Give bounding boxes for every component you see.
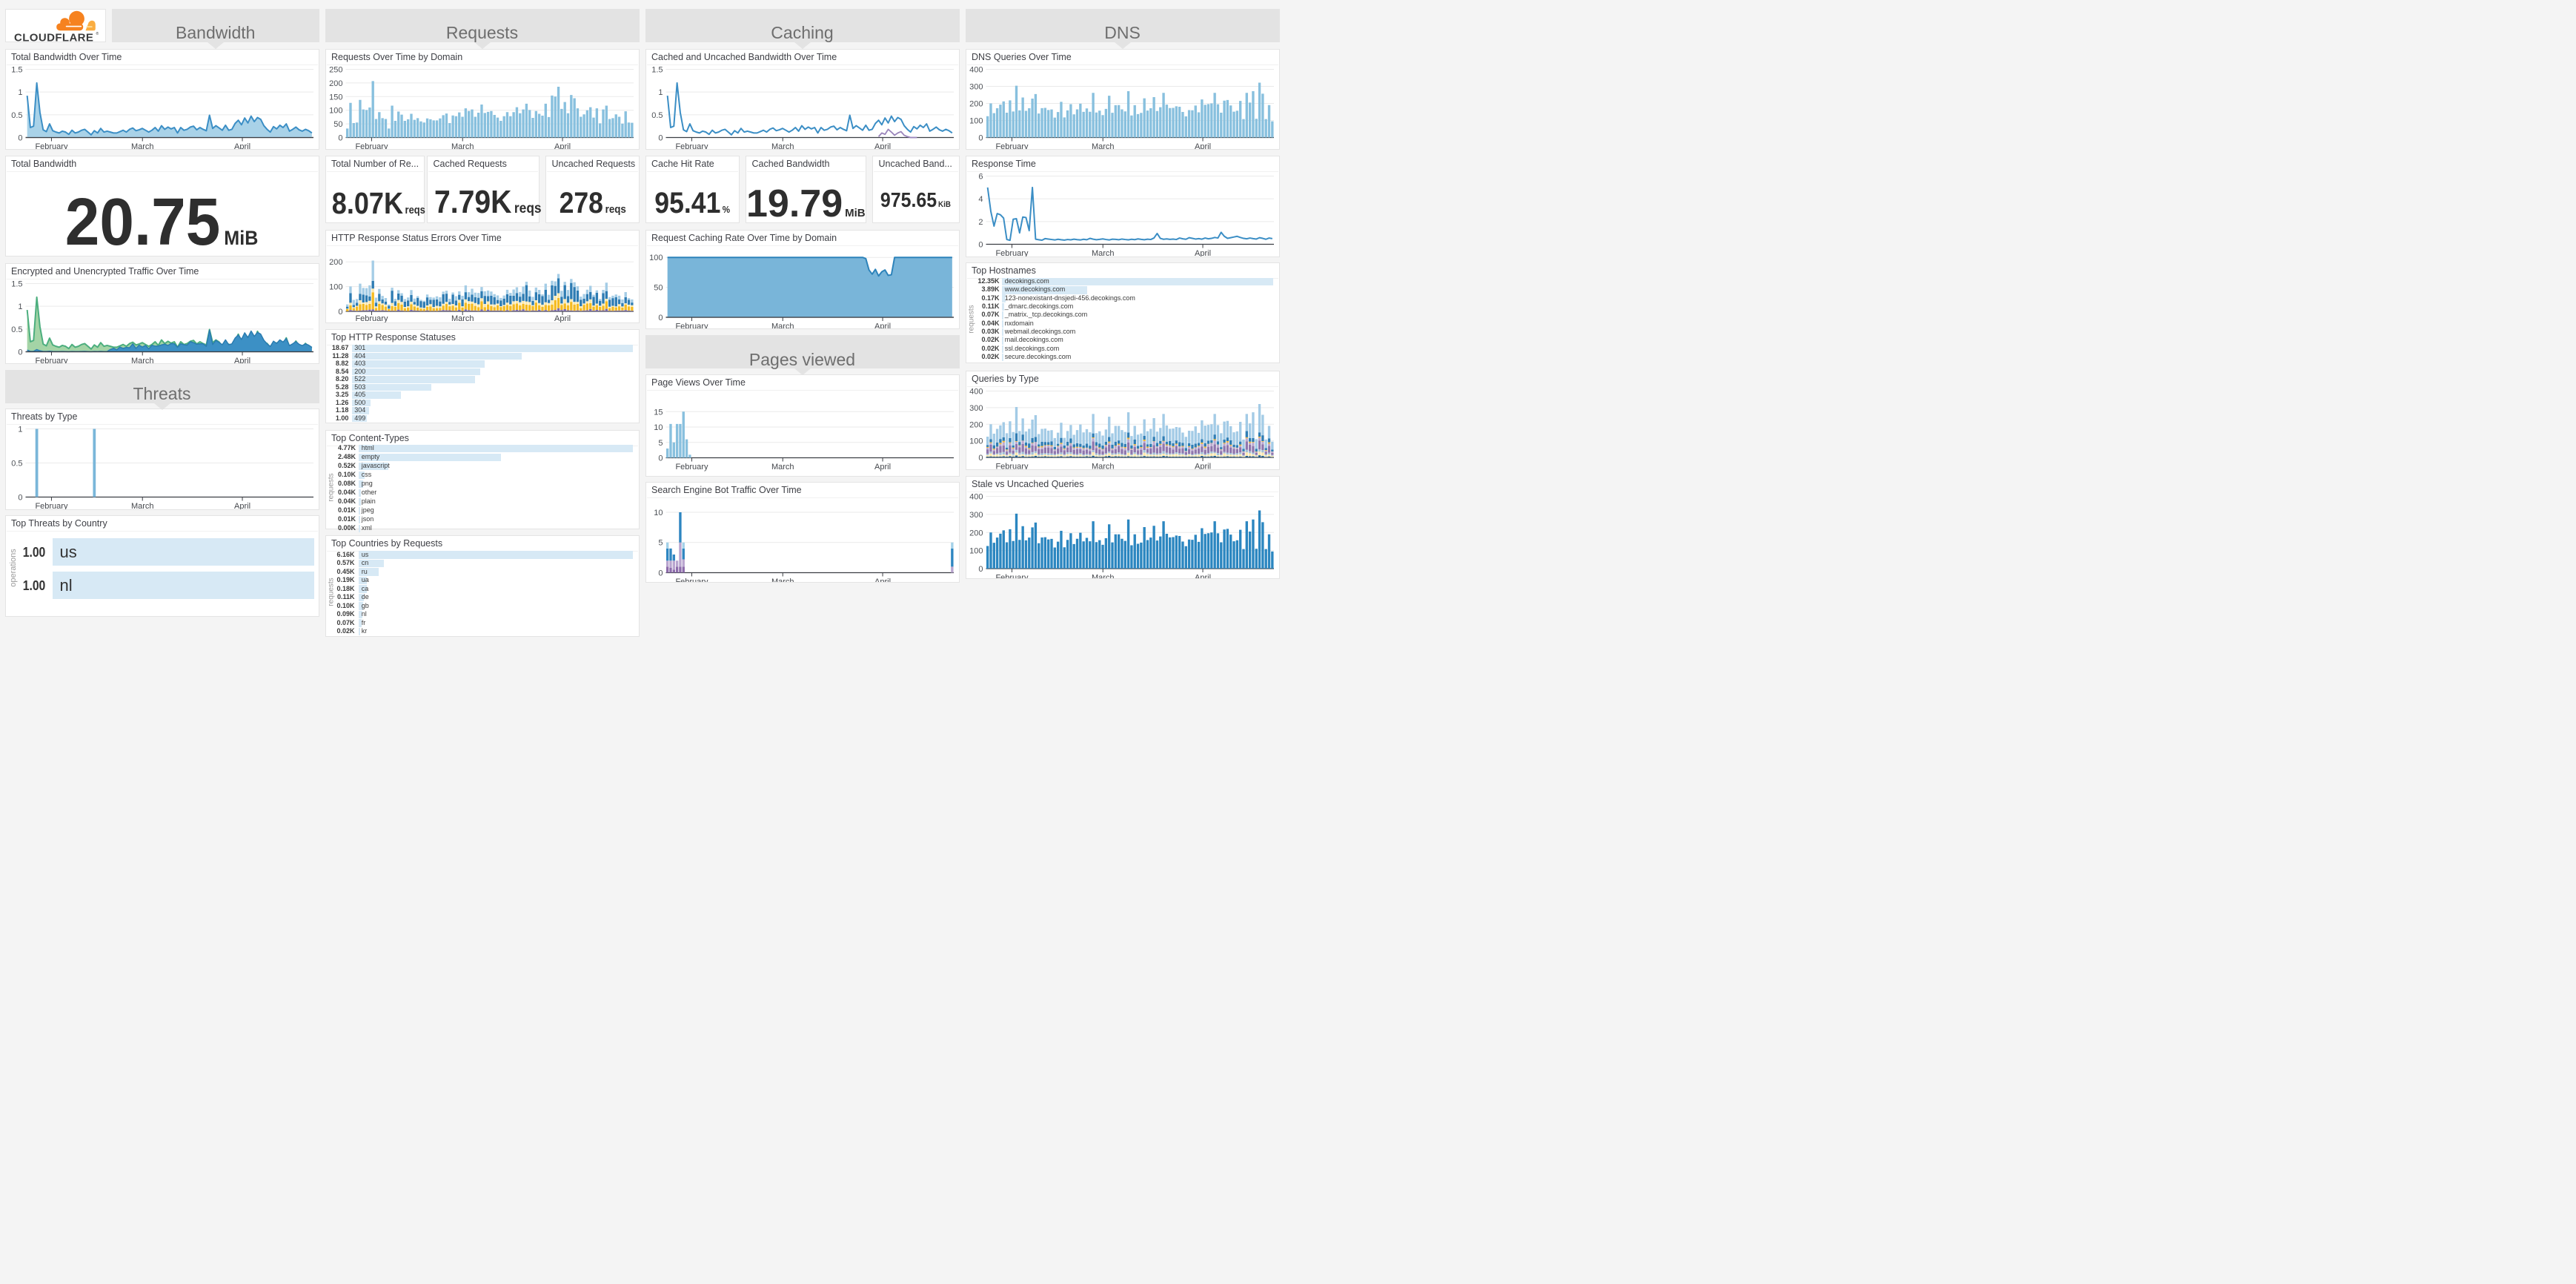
svg-text:10: 10 xyxy=(654,508,663,517)
svg-text:CLOUDFLARE: CLOUDFLARE xyxy=(14,31,93,41)
svg-text:March: March xyxy=(451,142,474,150)
svg-text:April: April xyxy=(874,578,891,582)
svg-text:300: 300 xyxy=(969,511,983,520)
svg-text:February: February xyxy=(995,462,1029,469)
svg-text:100: 100 xyxy=(329,282,342,291)
svg-text:200: 200 xyxy=(969,529,983,537)
svg-text:April: April xyxy=(1195,462,1211,469)
svg-text:0: 0 xyxy=(658,133,663,142)
svg-text:400: 400 xyxy=(969,387,983,396)
svg-text:0.5: 0.5 xyxy=(11,460,22,469)
svg-text:February: February xyxy=(995,574,1029,579)
svg-text:April: April xyxy=(234,142,250,150)
svg-text:February: February xyxy=(995,249,1029,257)
svg-text:0: 0 xyxy=(978,454,983,463)
svg-text:February: February xyxy=(35,502,68,509)
svg-text:March: March xyxy=(451,314,474,322)
svg-text:0: 0 xyxy=(978,565,983,574)
svg-text:April: April xyxy=(554,142,571,150)
svg-text:March: March xyxy=(771,142,794,150)
svg-text:February: February xyxy=(35,142,68,150)
svg-text:100: 100 xyxy=(329,106,342,115)
svg-text:March: March xyxy=(1091,462,1114,469)
svg-text:March: March xyxy=(130,142,153,150)
svg-text:0: 0 xyxy=(18,133,22,142)
svg-text:1.5: 1.5 xyxy=(11,65,22,74)
svg-text:100: 100 xyxy=(969,116,983,125)
svg-text:April: April xyxy=(874,463,891,471)
svg-text:March: March xyxy=(771,578,794,582)
svg-text:100: 100 xyxy=(969,547,983,556)
svg-text:April: April xyxy=(874,142,891,150)
svg-text:February: February xyxy=(675,322,708,328)
svg-text:5: 5 xyxy=(658,438,663,447)
svg-text:100: 100 xyxy=(969,437,983,446)
svg-text:50: 50 xyxy=(333,120,342,129)
svg-text:0: 0 xyxy=(658,314,663,322)
svg-text:250: 250 xyxy=(329,65,342,74)
svg-text:March: March xyxy=(1091,142,1114,150)
svg-text:4: 4 xyxy=(978,195,983,204)
svg-text:March: March xyxy=(1091,574,1114,579)
svg-text:0: 0 xyxy=(18,494,22,503)
svg-text:February: February xyxy=(355,314,388,322)
svg-text:0: 0 xyxy=(338,308,342,317)
svg-text:1.5: 1.5 xyxy=(11,279,22,288)
svg-text:200: 200 xyxy=(969,420,983,429)
svg-text:150: 150 xyxy=(329,93,342,102)
svg-text:April: April xyxy=(1195,142,1211,150)
svg-text:5: 5 xyxy=(658,538,663,547)
svg-text:February: February xyxy=(995,142,1029,150)
svg-text:1: 1 xyxy=(18,302,22,311)
svg-text:February: February xyxy=(675,142,708,150)
svg-text:0: 0 xyxy=(18,348,22,357)
svg-text:0: 0 xyxy=(978,241,983,250)
svg-text:15: 15 xyxy=(654,408,663,417)
svg-text:April: April xyxy=(1195,249,1211,257)
svg-text:February: February xyxy=(355,142,388,150)
svg-text:®: ® xyxy=(96,31,99,36)
svg-text:1.5: 1.5 xyxy=(651,65,663,74)
svg-text:March: March xyxy=(771,463,794,471)
svg-text:200: 200 xyxy=(969,99,983,108)
svg-text:100: 100 xyxy=(649,254,663,262)
svg-text:1: 1 xyxy=(658,88,663,97)
svg-text:March: March xyxy=(1091,249,1114,257)
svg-text:February: February xyxy=(675,578,708,582)
svg-text:50: 50 xyxy=(654,283,663,292)
svg-text:10: 10 xyxy=(654,423,663,432)
svg-text:March: March xyxy=(771,322,794,328)
svg-text:April: April xyxy=(234,357,250,364)
svg-text:400: 400 xyxy=(969,493,983,502)
svg-text:300: 300 xyxy=(969,403,983,412)
svg-text:0.5: 0.5 xyxy=(11,325,22,334)
svg-text:200: 200 xyxy=(329,79,342,87)
svg-text:April: April xyxy=(234,502,250,509)
svg-text:0.5: 0.5 xyxy=(651,110,663,119)
svg-text:1: 1 xyxy=(18,88,22,97)
svg-text:0: 0 xyxy=(658,569,663,578)
svg-text:0: 0 xyxy=(978,133,983,142)
svg-text:0: 0 xyxy=(338,133,342,142)
svg-text:6: 6 xyxy=(978,173,983,182)
svg-text:February: February xyxy=(35,357,68,364)
svg-text:2: 2 xyxy=(978,218,983,227)
svg-text:1: 1 xyxy=(18,426,22,434)
svg-text:April: April xyxy=(554,314,571,322)
svg-text:200: 200 xyxy=(329,258,342,267)
svg-text:March: March xyxy=(130,502,153,509)
svg-text:March: March xyxy=(130,357,153,364)
svg-text:April: April xyxy=(874,322,891,328)
svg-text:400: 400 xyxy=(969,65,983,74)
svg-text:February: February xyxy=(675,463,708,471)
svg-text:April: April xyxy=(1195,574,1211,579)
svg-text:0: 0 xyxy=(658,454,663,463)
svg-text:0.5: 0.5 xyxy=(11,110,22,119)
svg-text:300: 300 xyxy=(969,82,983,91)
